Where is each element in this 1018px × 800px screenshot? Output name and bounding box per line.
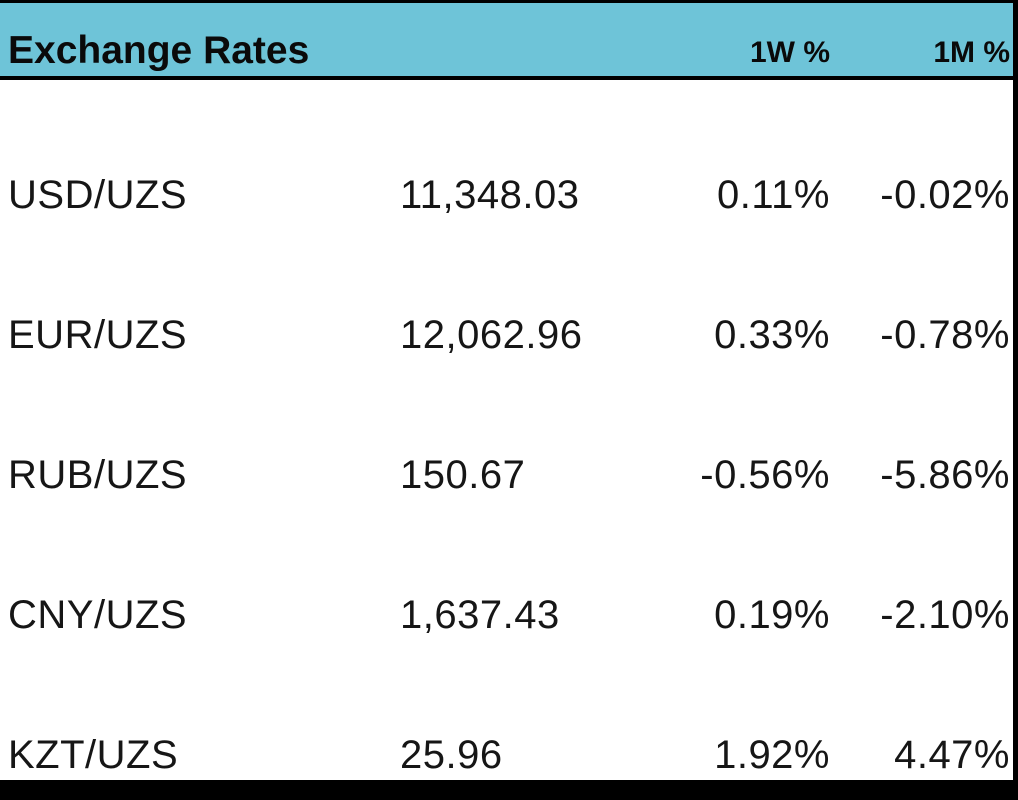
change-1m: -0.78% — [880, 313, 1010, 357]
top-border — [0, 0, 1018, 3]
table-row: RUB/UZS 150.67 -0.56% -5.86% — [0, 360, 1018, 500]
table-row: USD/UZS 11,348.03 0.11% -0.02% — [0, 80, 1018, 220]
rate-value: 25.96 — [400, 733, 503, 777]
change-1w: 0.33% — [714, 313, 830, 357]
change-1w: 0.11% — [717, 173, 830, 217]
table-row: EUR/UZS 12,062.96 0.33% -0.78% — [0, 220, 1018, 360]
right-border — [1013, 0, 1018, 800]
column-header-1m: 1M % — [933, 36, 1010, 69]
rates-table: USD/UZS 11,348.03 0.11% -0.02% EUR/UZS 1… — [0, 80, 1018, 780]
table-row: CNY/UZS 1,637.43 0.19% -2.10% — [0, 500, 1018, 640]
rate-value: 150.67 — [400, 453, 526, 497]
change-1m: 4.47% — [894, 733, 1010, 777]
rate-value: 12,062.96 — [400, 313, 583, 357]
currency-pair: RUB/UZS — [8, 453, 188, 497]
rate-value: 1,637.43 — [400, 593, 560, 637]
panel-title: Exchange Rates — [8, 29, 310, 72]
bottom-border — [0, 780, 1018, 800]
change-1m: -0.02% — [880, 173, 1010, 217]
currency-pair: CNY/UZS — [8, 593, 188, 637]
change-1m: -2.10% — [880, 593, 1010, 637]
table-row: KZT/UZS 25.96 1.92% 4.47% — [0, 640, 1018, 780]
table-header: Exchange Rates 1W % 1M % — [0, 3, 1018, 80]
currency-pair: KZT/UZS — [8, 733, 179, 777]
column-header-1w: 1W % — [749, 36, 830, 69]
change-1w: 1.92% — [714, 733, 830, 777]
change-1w: -0.56% — [700, 453, 830, 497]
change-1m: -5.86% — [880, 453, 1010, 497]
currency-pair: EUR/UZS — [8, 313, 188, 357]
currency-pair: USD/UZS — [8, 173, 188, 217]
rate-value: 11,348.03 — [400, 173, 580, 217]
change-1w: 0.19% — [714, 593, 830, 637]
